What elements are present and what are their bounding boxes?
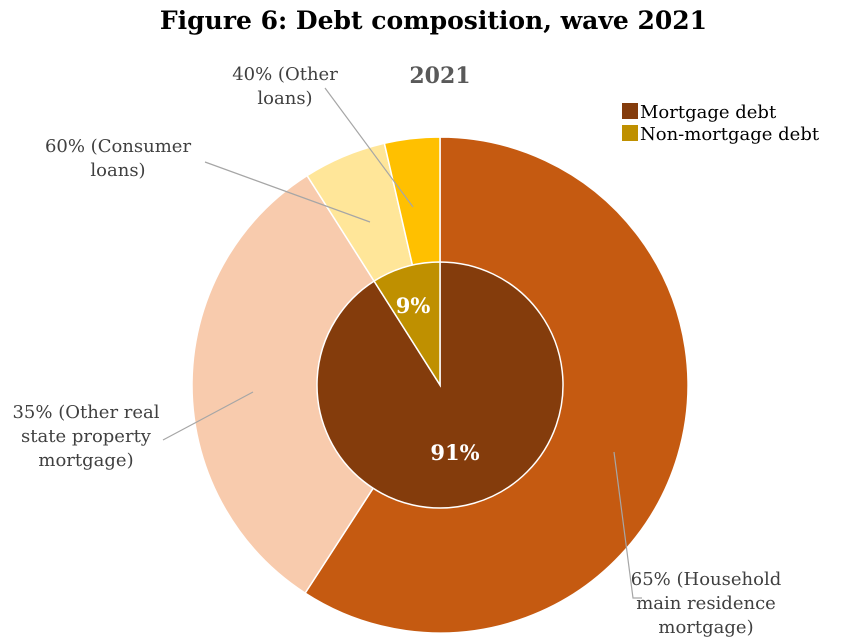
- leader-line-3: [324, 87, 414, 208]
- chart-subtitle: 2021: [409, 63, 470, 89]
- legend-swatch-mortgage: [622, 103, 638, 119]
- leader-line-0: [613, 451, 642, 599]
- inner-slice-1: [373, 261, 441, 388]
- outer-label-0: 65% (Household main residence mortgage): [631, 569, 781, 638]
- outer-label-1: 35% (Other real state property mortgage): [12, 402, 159, 471]
- leader-line-2: [204, 161, 371, 223]
- leader-line-1: [162, 391, 254, 441]
- legend-label-non-mortgage: Non-mortgage debt: [640, 124, 820, 145]
- figure-title: Figure 6: Debt composition, wave 2021: [159, 6, 708, 35]
- inner-labels: 91% 9%: [396, 293, 480, 465]
- outer-label-2: 60% (Consumer loans): [45, 136, 192, 181]
- outer-labels: 65% (Household main residence mortgage) 35%…: [12, 64, 781, 638]
- leader-lines: [162, 87, 642, 599]
- inner-label-1: 9%: [396, 293, 431, 318]
- inner-label-0: 91%: [430, 440, 479, 465]
- legend-swatch-non-mortgage: [622, 125, 638, 141]
- outer-label-3: 40% (Other loans): [232, 64, 338, 109]
- outer-slice-1: [191, 174, 441, 595]
- inner-pie: [316, 261, 564, 509]
- legend: Mortgage debt Non-mortgage debt: [622, 102, 820, 145]
- legend-label-mortgage: Mortgage debt: [640, 102, 777, 123]
